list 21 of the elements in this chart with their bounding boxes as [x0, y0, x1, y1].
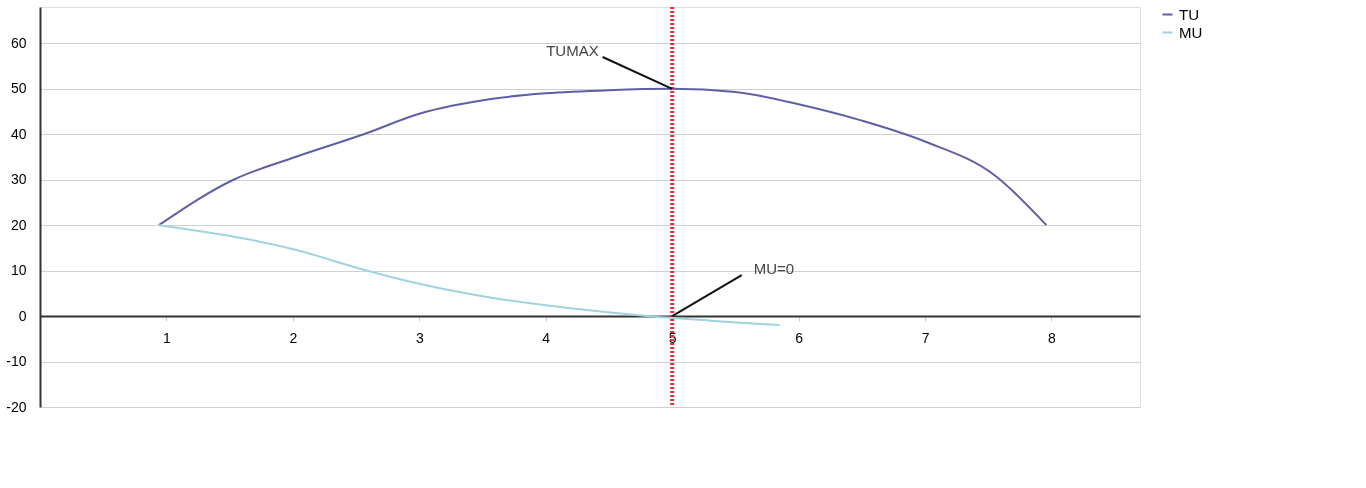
x-tick-label: 1	[163, 329, 172, 346]
x-tick-label: 3	[415, 329, 424, 346]
y-tick-label: 40	[10, 125, 27, 142]
x-tick-label: 6	[795, 329, 804, 346]
legend-label: TU	[1179, 5, 1199, 23]
y-tick-label: 0	[18, 307, 27, 324]
y-tick-label: -20	[6, 398, 27, 415]
y-tick-label: -10	[6, 353, 27, 370]
line-series	[157, 87, 1048, 227]
legend-label: MU	[1179, 23, 1203, 41]
y-tick-label: 30	[10, 171, 27, 188]
x-tick-label: 7	[921, 329, 930, 346]
y-tick-label: 10	[10, 262, 27, 279]
x-tick-label: 4	[542, 329, 551, 346]
y-tick-label: 50	[10, 80, 27, 97]
y-tick-label: 60	[10, 34, 27, 51]
annotation: MU=0	[753, 260, 795, 278]
x-tick-label: 2	[289, 329, 298, 346]
x-tick-label: 8	[1048, 329, 1057, 346]
y-tick-label: 20	[10, 216, 27, 233]
annotation: TUMAX	[546, 42, 599, 59]
